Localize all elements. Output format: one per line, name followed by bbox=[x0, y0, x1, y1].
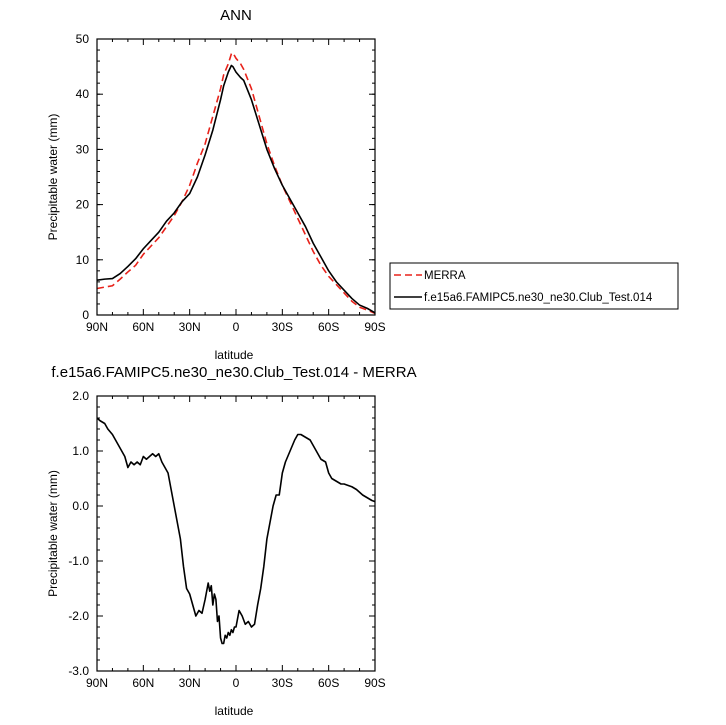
legend-box bbox=[389, 262, 679, 310]
y-tick-label: -3.0 bbox=[68, 664, 89, 678]
y-tick-label: -2.0 bbox=[68, 609, 89, 623]
y-axis-label: Precipitable water (mm) bbox=[46, 114, 60, 241]
legend-entry-0: MERRA bbox=[424, 270, 466, 282]
x-tick-label: 0 bbox=[233, 320, 240, 334]
y-tick-label: 10 bbox=[76, 253, 90, 267]
x-tick-label: 60S bbox=[318, 676, 339, 690]
x-tick-label: 60N bbox=[132, 320, 154, 334]
y-tick-label: 40 bbox=[76, 87, 90, 101]
x-tick-label: 90S bbox=[364, 676, 385, 690]
series-line-0 bbox=[96, 417, 376, 645]
x-tick-label: 0 bbox=[233, 676, 240, 690]
x-tick-label: 90S bbox=[364, 320, 385, 334]
chart-title: f.e15a6.FAMIPC5.ne30_ne30.Club_Test.014 … bbox=[51, 364, 416, 381]
y-tick-label: 50 bbox=[76, 32, 90, 46]
y-tick-label: -1.0 bbox=[68, 554, 89, 568]
y-tick-label: 20 bbox=[76, 198, 90, 212]
x-tick-label: 30N bbox=[179, 320, 201, 334]
x-tick-label: 60N bbox=[132, 676, 154, 690]
x-tick-label: 90N bbox=[86, 320, 108, 334]
y-tick-label: 0 bbox=[82, 308, 89, 322]
plot-frame bbox=[96, 38, 376, 316]
legend-entry-1: f.e15a6.FAMIPC5.ne30_ne30.Club_Test.014 bbox=[424, 292, 653, 304]
x-axis-label: latitude bbox=[215, 704, 254, 718]
plot-frame bbox=[96, 395, 376, 672]
y-tick-label: 0.0 bbox=[72, 499, 89, 513]
x-axis-label: latitude bbox=[215, 348, 254, 362]
y-tick-label: 1.0 bbox=[72, 444, 89, 458]
y-axis-label: Precipitable water (mm) bbox=[46, 470, 60, 597]
y-tick-label: 30 bbox=[76, 142, 90, 156]
chart-title: ANN bbox=[220, 7, 252, 24]
series-line-1 bbox=[96, 64, 376, 314]
x-tick-label: 60S bbox=[318, 320, 339, 334]
x-tick-label: 30S bbox=[272, 676, 293, 690]
x-tick-label: 30S bbox=[272, 320, 293, 334]
x-tick-label: 30N bbox=[179, 676, 201, 690]
series-line-0 bbox=[96, 51, 376, 315]
x-tick-label: 90N bbox=[86, 676, 108, 690]
y-tick-label: 2.0 bbox=[72, 389, 89, 403]
